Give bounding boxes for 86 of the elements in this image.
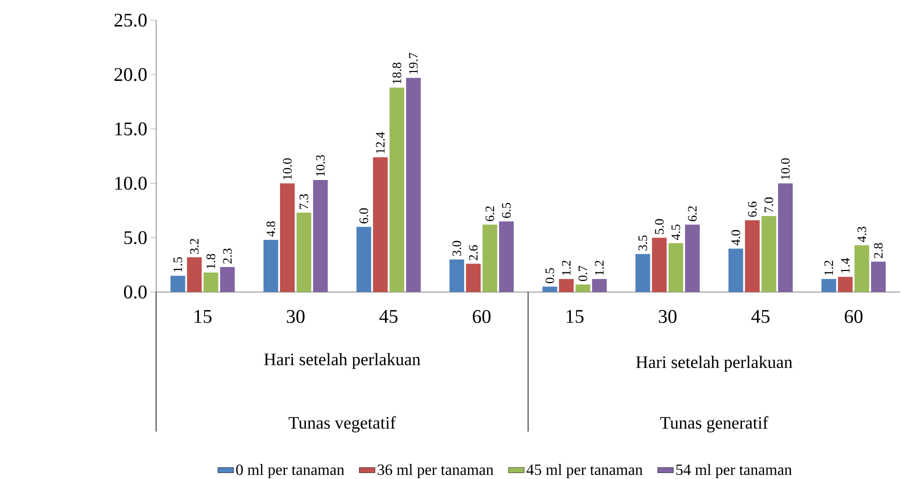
data-label: 4.5 <box>672 224 680 240</box>
bar <box>406 78 421 292</box>
data-label: 6.5 <box>502 202 511 218</box>
bar <box>854 245 870 292</box>
data-label: 10.3 <box>316 154 325 176</box>
bar <box>280 183 295 292</box>
bar <box>652 237 667 292</box>
bar <box>296 212 312 292</box>
bar <box>449 259 464 292</box>
x-tick-label: 15 <box>194 310 212 323</box>
data-label: 2.6 <box>469 244 478 260</box>
data-label: 6.2 <box>688 206 697 221</box>
bar <box>668 242 684 292</box>
data-label: 2.3 <box>223 248 232 264</box>
data-label: 1.8 <box>206 254 216 268</box>
bar <box>466 264 481 292</box>
legend-label: 45 ml per tanaman <box>526 464 643 478</box>
data-label: 1.2 <box>562 260 571 275</box>
bar <box>728 248 744 292</box>
bar <box>204 272 218 292</box>
data-label: 2.8 <box>874 242 883 258</box>
data-label: 0.5 <box>545 268 554 283</box>
data-label: 19.7 <box>409 52 418 74</box>
x-tick-label: 45 <box>379 310 398 323</box>
data-label: 12.4 <box>376 132 385 153</box>
data-label: 3.2 <box>190 238 199 254</box>
legend-label: 0 ml per tanaman <box>236 464 344 478</box>
x-tick-label: 30 <box>286 310 305 323</box>
bar <box>762 216 776 292</box>
data-label: 3.0 <box>452 240 462 256</box>
text: Tunas generatif <box>660 416 768 432</box>
y-tick-label: 5.0 <box>124 230 147 244</box>
bar <box>838 276 853 292</box>
data-label: 1.2 <box>824 260 834 275</box>
data-label: 3.5 <box>638 235 648 250</box>
bar <box>313 180 328 292</box>
data-label: 7.0 <box>764 197 774 212</box>
data-label: 6.2 <box>486 206 494 221</box>
bar <box>499 221 514 292</box>
legend-label: 36 ml per tanaman <box>378 464 494 478</box>
bar <box>558 278 574 292</box>
y-tick-label: 10.0 <box>115 176 147 190</box>
x-tick-label: 60 <box>472 310 491 323</box>
bar <box>592 278 607 292</box>
bar <box>187 257 202 292</box>
data-label: 0.7 <box>578 266 588 281</box>
bar <box>170 276 186 292</box>
y-tick-label: 25.0 <box>114 13 147 27</box>
bar <box>373 157 388 292</box>
bar <box>821 278 836 292</box>
bar <box>356 226 372 292</box>
bar <box>482 224 498 292</box>
data-label: 4.3 <box>858 226 866 242</box>
y-tick-label: 0.0 <box>124 285 147 298</box>
bar <box>263 240 278 292</box>
bar <box>390 87 404 292</box>
data-label: 6.6 <box>748 201 757 217</box>
bar <box>871 261 886 292</box>
y-tick-label: 20.0 <box>114 68 147 81</box>
x-tick-label: 15 <box>566 310 584 323</box>
text: Tunas vegetatif <box>288 416 396 432</box>
bar <box>744 220 760 292</box>
data-label: 4.8 <box>266 221 276 236</box>
y-tick-label: 15.0 <box>115 122 147 136</box>
bar <box>220 266 235 292</box>
bar <box>635 254 650 292</box>
x-tick-label: 45 <box>751 310 770 323</box>
x-tick-label: 30 <box>658 310 677 323</box>
data-label: 4.0 <box>731 230 740 246</box>
bar <box>685 224 700 292</box>
data-label: 6.0 <box>359 208 368 224</box>
bar <box>542 286 558 292</box>
data-label: 10.0 <box>282 158 292 180</box>
text: Hari setelah perlakuan <box>264 352 420 369</box>
data-label: 1.5 <box>174 257 182 272</box>
data-label: 7.3 <box>300 194 308 209</box>
data-label: 1.4 <box>840 258 850 273</box>
text: Hari setelah perlakuan <box>636 356 792 372</box>
data-label: 1.2 <box>595 260 604 275</box>
bar <box>778 183 793 292</box>
legend-label: 54 ml per tanaman <box>676 464 792 478</box>
data-label: 10.0 <box>781 158 790 180</box>
bar <box>576 284 590 292</box>
x-tick-label: 60 <box>844 310 863 323</box>
data-label: 18.8 <box>392 62 402 84</box>
data-label: 5.0 <box>654 218 664 234</box>
